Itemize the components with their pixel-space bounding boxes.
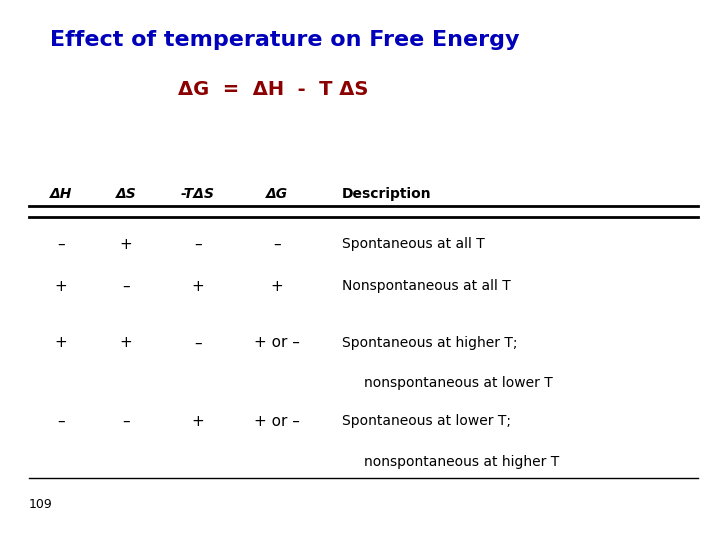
Text: +: + <box>55 335 68 350</box>
Text: –: – <box>274 237 281 252</box>
Text: –: – <box>122 414 130 429</box>
Text: –: – <box>194 237 202 252</box>
Text: –: – <box>122 279 130 294</box>
Text: -TΔS: -TΔS <box>181 187 215 201</box>
Text: –: – <box>58 237 65 252</box>
Text: ΔG  =  ΔH  -  T ΔS: ΔG = ΔH - T ΔS <box>179 79 369 99</box>
Text: –: – <box>58 414 65 429</box>
Text: +: + <box>271 279 284 294</box>
Text: +: + <box>192 279 204 294</box>
Text: nonspontaneous at lower T: nonspontaneous at lower T <box>364 376 552 390</box>
Text: 109: 109 <box>29 498 53 511</box>
Text: +: + <box>192 414 204 429</box>
Text: +: + <box>120 237 132 252</box>
Text: + or –: + or – <box>254 414 300 429</box>
Text: –: – <box>194 335 202 350</box>
Text: +: + <box>120 335 132 350</box>
Text: Nonspontaneous at all T: Nonspontaneous at all T <box>342 279 510 293</box>
Text: nonspontaneous at higher T: nonspontaneous at higher T <box>364 455 559 469</box>
Text: Effect of temperature on Free Energy: Effect of temperature on Free Energy <box>50 30 520 51</box>
Text: Spontaneous at higher T;: Spontaneous at higher T; <box>342 336 518 350</box>
Text: ΔS: ΔS <box>116 187 136 201</box>
Text: +: + <box>55 279 68 294</box>
Text: ΔG: ΔG <box>266 187 288 201</box>
Text: Description: Description <box>342 187 431 201</box>
Text: + or –: + or – <box>254 335 300 350</box>
Text: ΔH: ΔH <box>50 187 73 201</box>
Text: Spontaneous at all T: Spontaneous at all T <box>342 237 485 251</box>
Text: Spontaneous at lower T;: Spontaneous at lower T; <box>342 414 511 428</box>
